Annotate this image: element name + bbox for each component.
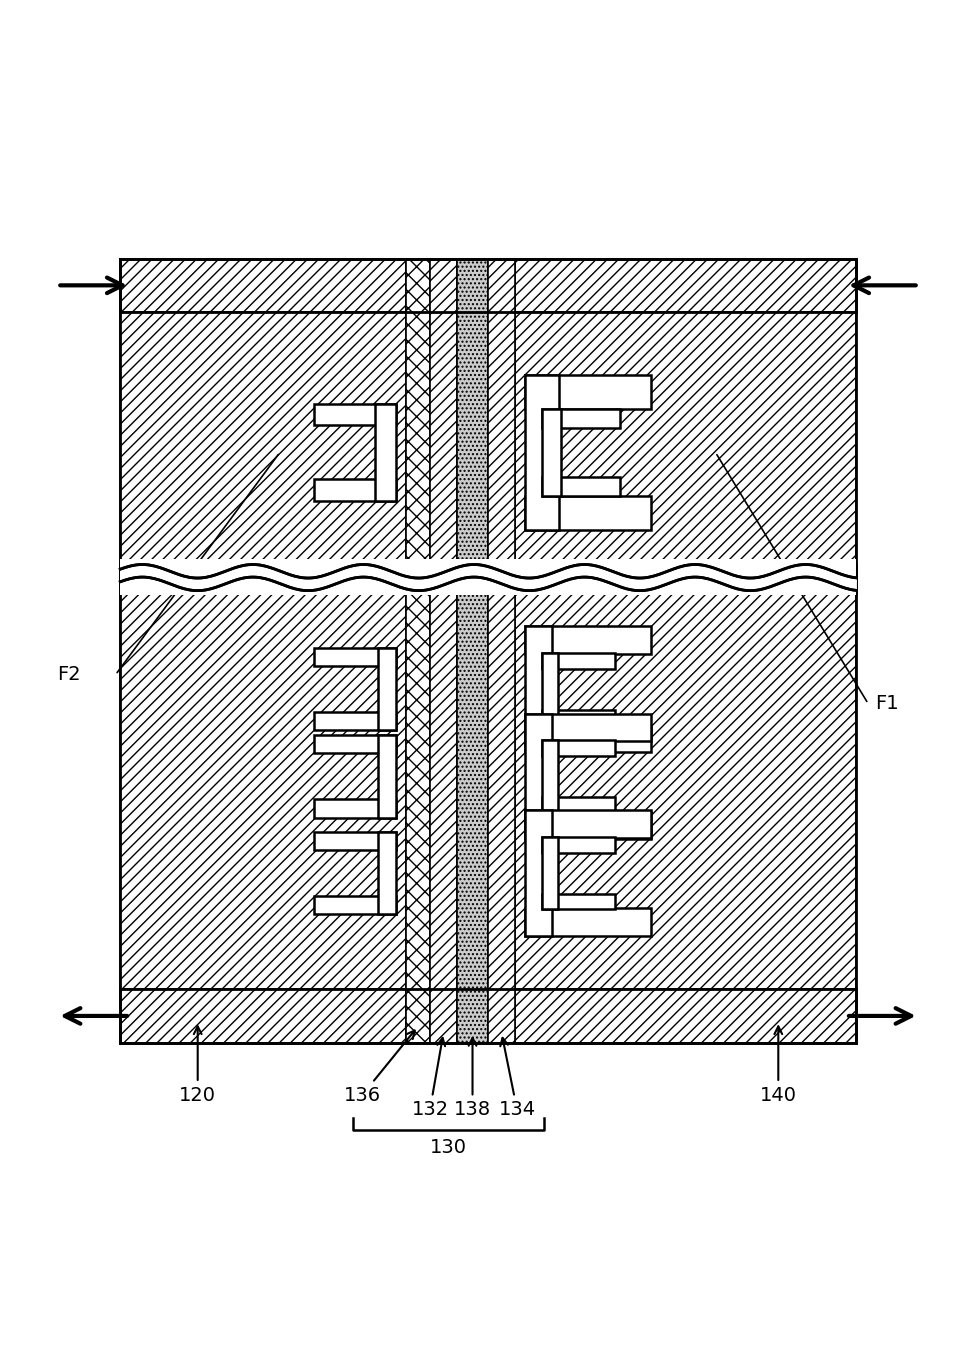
Bar [543, 741, 558, 813]
Bar [543, 476, 620, 496]
Bar [515, 259, 856, 593]
Bar [314, 799, 396, 817]
Bar [525, 810, 552, 936]
Bar [488, 564, 515, 1043]
Bar [314, 712, 396, 731]
Bar [378, 648, 396, 731]
Bar [120, 259, 856, 593]
Text: 140: 140 [759, 1027, 796, 1105]
Bar [457, 990, 488, 1043]
Bar [515, 564, 856, 1043]
Bar [543, 741, 615, 756]
Bar [406, 564, 430, 1043]
Bar [120, 259, 856, 312]
Bar [430, 990, 457, 1043]
Bar [120, 259, 406, 312]
Text: 120: 120 [180, 1027, 217, 1105]
Bar [543, 653, 615, 669]
Bar [314, 832, 396, 850]
Bar [120, 559, 856, 596]
Bar [543, 797, 615, 813]
Bar [430, 259, 457, 593]
Bar [378, 735, 396, 817]
Bar [314, 648, 396, 667]
Bar [457, 259, 488, 593]
Bar [120, 990, 856, 1043]
Bar [525, 909, 651, 936]
Bar [543, 836, 558, 909]
Bar [314, 897, 396, 914]
Bar [525, 713, 552, 839]
Bar [525, 627, 552, 752]
Bar [543, 409, 620, 428]
Text: 138: 138 [454, 1038, 491, 1118]
Text: 134: 134 [499, 1038, 536, 1118]
Bar [488, 259, 515, 312]
Bar [543, 709, 615, 726]
Text: F1: F1 [875, 694, 899, 713]
Bar [120, 259, 406, 593]
Text: F2: F2 [58, 665, 81, 684]
Bar [314, 735, 396, 753]
Bar [430, 564, 457, 1043]
Bar [430, 259, 457, 312]
Bar [406, 259, 430, 312]
Bar [543, 653, 558, 726]
Bar [314, 479, 396, 501]
Bar [488, 259, 515, 593]
Bar [515, 259, 856, 312]
Bar [406, 259, 430, 593]
Text: 132: 132 [411, 1038, 449, 1118]
Bar [515, 990, 856, 1043]
Bar [314, 404, 396, 426]
Bar [120, 990, 406, 1043]
Text: 130: 130 [429, 1138, 467, 1157]
Bar [378, 832, 396, 914]
Bar [120, 564, 856, 1043]
Text: 136: 136 [344, 1031, 415, 1105]
Bar [525, 496, 651, 530]
Bar [120, 564, 406, 1043]
Bar [543, 894, 615, 909]
Bar [525, 375, 651, 409]
Bar [457, 259, 488, 312]
Bar [457, 564, 488, 1043]
Bar [406, 990, 430, 1043]
Bar [543, 836, 615, 853]
Bar [525, 713, 651, 741]
Bar [543, 409, 561, 496]
Bar [525, 724, 651, 752]
Bar [525, 627, 651, 654]
Bar [488, 990, 515, 1043]
Bar [375, 404, 396, 501]
Bar [525, 810, 651, 838]
Bar [525, 375, 559, 530]
Bar [525, 812, 651, 839]
